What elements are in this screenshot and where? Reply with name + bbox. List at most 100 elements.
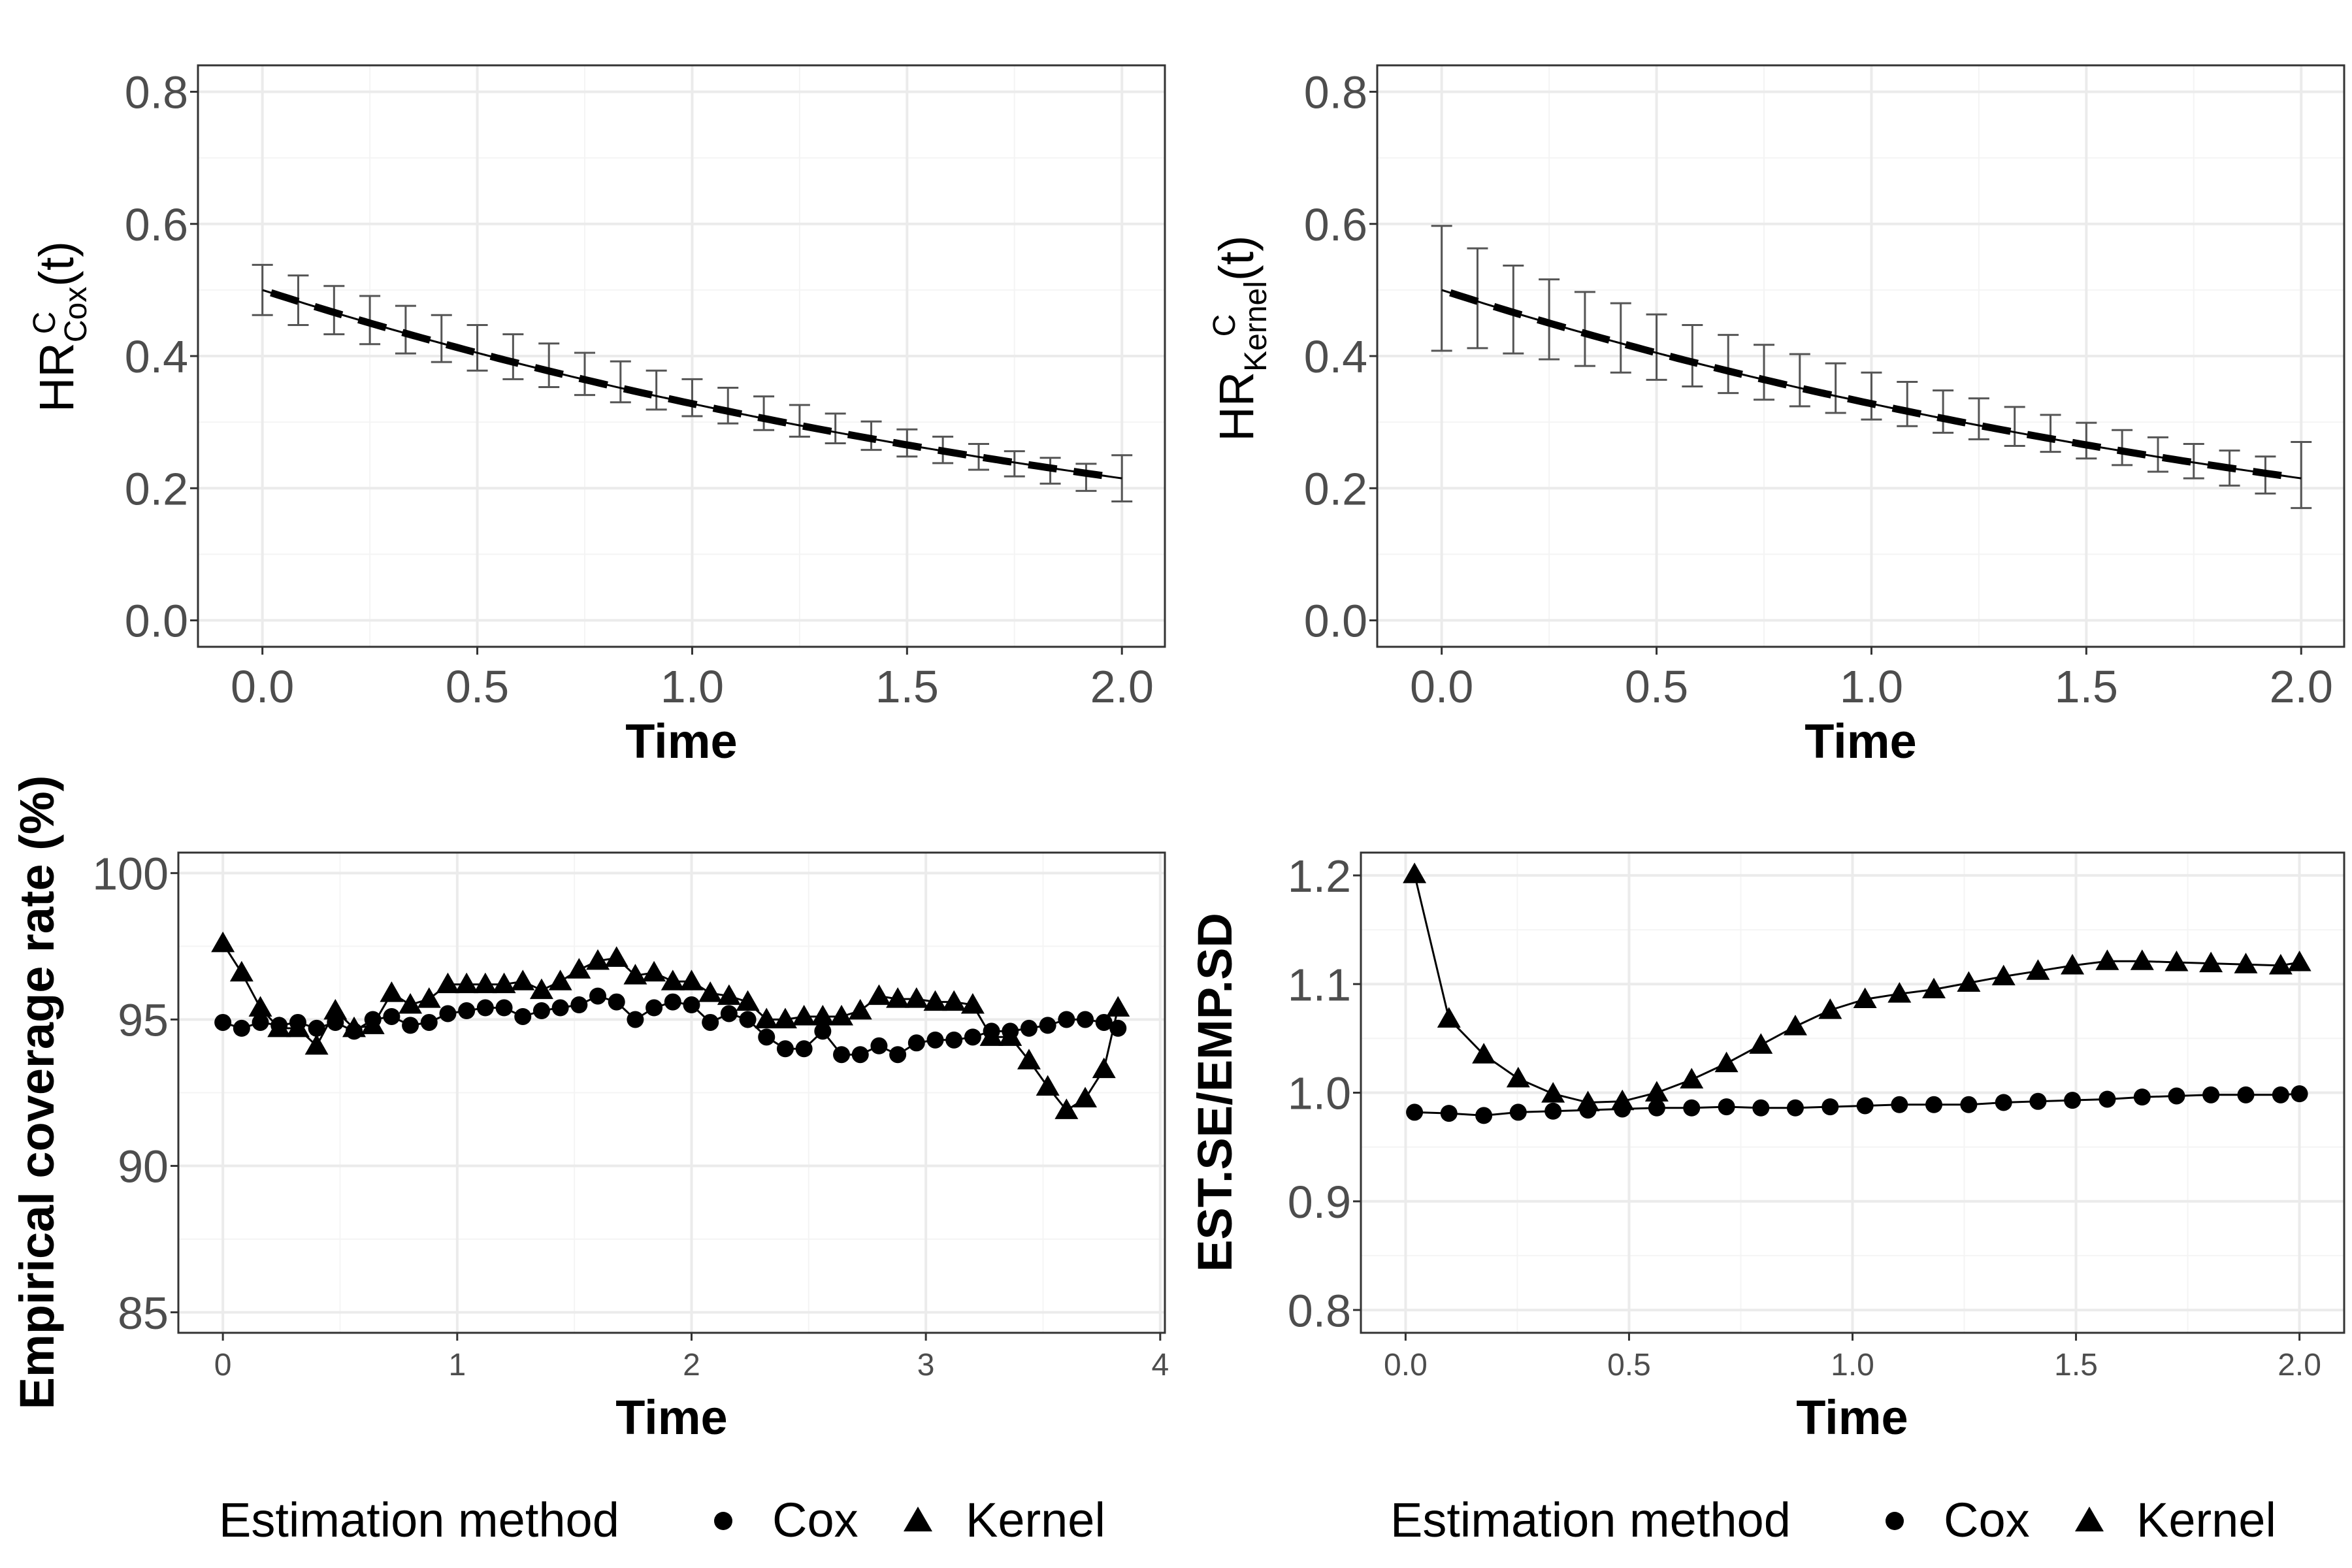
legend-kernel-label: Kernel (966, 1493, 1105, 1547)
point-kernel (436, 972, 460, 994)
point-kernel (473, 972, 497, 994)
y-tick-label: 0.8 (1288, 1285, 1351, 1336)
y-tick-label: 100 (92, 849, 169, 900)
point-kernel (586, 949, 610, 970)
y-tick-label: 0.8 (1304, 67, 1367, 118)
point-cox (1440, 1105, 1458, 1122)
x-tick-label: 0 (214, 1348, 232, 1382)
y-tick-label: 1.1 (1288, 959, 1351, 1010)
legend-cox-label: Cox (772, 1493, 858, 1547)
y-axis-title-main: HR (1209, 372, 1264, 442)
point-cox (570, 996, 588, 1014)
point-kernel (492, 972, 516, 994)
point-kernel (2199, 951, 2223, 973)
point-kernel (342, 1016, 367, 1037)
point-cox (1544, 1102, 1562, 1120)
point-kernel (1541, 1082, 1565, 1103)
point-kernel (567, 958, 591, 979)
marks-se-ratio (1403, 862, 2311, 1124)
y-axis-title-hr-cox: HRCox(t) (29, 241, 93, 412)
legend-cox-marker (714, 1512, 732, 1530)
point-cox (1891, 1096, 1908, 1113)
point-kernel (661, 970, 685, 990)
point-cox (252, 1013, 269, 1031)
point-kernel (960, 993, 985, 1014)
point-kernel (1506, 1066, 1530, 1088)
point-cox (1821, 1098, 1839, 1116)
point-cox (420, 1013, 438, 1031)
point-kernel (1610, 1089, 1635, 1111)
point-cox (683, 996, 700, 1014)
x-tick-label: 1.0 (1831, 1348, 1874, 1382)
point-kernel (267, 1016, 291, 1037)
x-axis-title-se-ratio: Time (1796, 1390, 1908, 1445)
panel-se-ratio: 0.0 0.5 1.0 1.5 2.0 0.8 0.9 1.0 1.1 1.2 Time EST.… (1188, 851, 2345, 1445)
point-cox (1995, 1094, 2012, 1111)
y-tick-label: 0.9 (1288, 1177, 1351, 1228)
x-tick-label: 0.0 (231, 661, 294, 712)
point-kernel (211, 931, 235, 953)
point-cox (439, 1005, 457, 1022)
point-cox (889, 1046, 907, 1064)
point-kernel (1073, 1086, 1098, 1107)
point-kernel (361, 1013, 385, 1034)
point-kernel (830, 1004, 854, 1026)
point-cox (402, 1017, 419, 1034)
point-cox (851, 1046, 869, 1064)
point-cox (1475, 1107, 1493, 1124)
point-cox (964, 1028, 981, 1046)
y-tick-label: 0.4 (1304, 331, 1367, 382)
ticks-se-ratio: 0.0 0.5 1.0 1.5 2.0 0.8 0.9 1.0 1.1 1.2 (1288, 851, 2321, 1382)
point-cox (2099, 1090, 2116, 1108)
point-cox (833, 1046, 851, 1064)
y-tick-label: 0.4 (125, 331, 188, 382)
x-tick-label: 0.0 (1410, 661, 1473, 712)
legend-left: Estimation method Cox Kernel (219, 1493, 1105, 1547)
point-cox (476, 999, 494, 1017)
point-kernel (1036, 1075, 1060, 1096)
point-cox (1077, 1011, 1094, 1028)
point-cox (458, 1002, 476, 1020)
point-cox (2237, 1086, 2255, 1103)
point-cox (907, 1034, 925, 1052)
panel-coverage: 0 1 2 3 4 85 90 95 100 Time Empirical coverage r… (10, 776, 1169, 1445)
point-kernel (1991, 964, 2016, 986)
x-tick-label: 1.5 (875, 661, 939, 712)
point-kernel (867, 984, 891, 1005)
point-kernel (304, 1034, 329, 1055)
point-cox (1039, 1017, 1056, 1034)
legend-title: Estimation method (219, 1493, 619, 1547)
point-kernel (399, 993, 423, 1014)
point-kernel (248, 996, 272, 1017)
x-tick-label: 2 (683, 1348, 700, 1382)
point-kernel (2061, 953, 2085, 975)
point-cox (870, 1037, 888, 1054)
x-tick-label: 0.0 (1384, 1348, 1428, 1382)
point-kernel (1714, 1051, 1739, 1073)
marks-hr-cox (252, 263, 1133, 502)
point-cox (308, 1019, 325, 1037)
x-tick-label: 2.0 (2278, 1348, 2321, 1382)
point-kernel (792, 1004, 816, 1026)
point-kernel (623, 964, 647, 985)
panel-border-coverage (177, 851, 1166, 1334)
point-cox (1648, 1099, 1665, 1117)
point-cox (383, 1007, 400, 1025)
legend-kernel-marker (2075, 1507, 2104, 1531)
point-cox (1786, 1099, 1804, 1117)
point-kernel (1783, 1015, 1807, 1036)
point-cox (1509, 1103, 1527, 1121)
point-cox (2064, 1092, 2082, 1109)
x-axis-title-hr-cox: Time (625, 714, 737, 768)
y-tick-label: 0.0 (125, 596, 188, 647)
point-kernel (848, 999, 872, 1020)
point-kernel (2164, 950, 2189, 972)
panel-hr-kernel: 0.0 0.5 1.0 1.5 2.0 0.0 0.2 0.4 0.6 0.8 Time HRKe… (1207, 64, 2345, 768)
point-kernel (1887, 982, 1912, 1003)
point-kernel (698, 981, 723, 1002)
y-axis-title-se-ratio: EST.SE/EMP.SD (1188, 913, 1242, 1272)
y-tick-label: 0.8 (125, 67, 188, 118)
point-cox (776, 1040, 794, 1058)
y-axis-title-tail: (t) (29, 241, 84, 287)
